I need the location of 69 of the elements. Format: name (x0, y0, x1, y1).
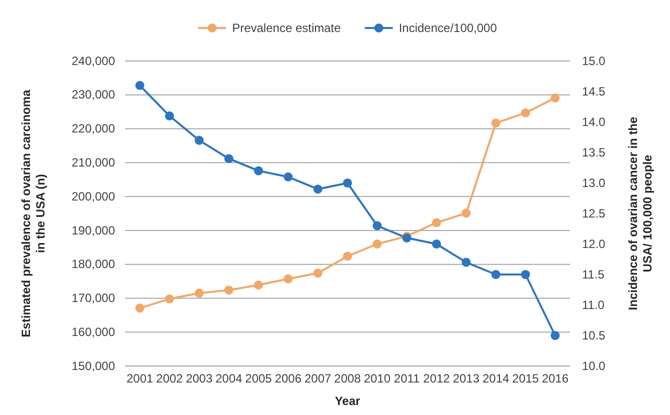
point (313, 268, 322, 278)
x-tick-label: 2003 (186, 372, 213, 386)
point (313, 184, 322, 194)
point (372, 239, 382, 249)
y-tick-label: 210,000 (72, 156, 116, 170)
y-tick-label: 180,000 (72, 257, 116, 272)
y2-axis-title: Incidence of ovarian cancer in the USA/ 100,000 people (626, 116, 654, 310)
y-tick-label: 240,000 (72, 54, 116, 68)
y-tick-label: 230,000 (72, 88, 116, 102)
x-tick-label: 2007 (304, 372, 332, 386)
point (372, 221, 382, 230)
x-tick-label: 2004 (215, 372, 243, 386)
point (224, 286, 234, 295)
x-tick-label: 2013 (452, 372, 480, 386)
point (254, 166, 264, 176)
point (432, 239, 442, 249)
y2-tick-label: 10.0 (582, 358, 606, 373)
point (342, 178, 352, 188)
point (462, 208, 471, 218)
point (164, 111, 174, 120)
x-tick-label: 2010 (364, 372, 391, 386)
y-tick-label: 150,000 (72, 358, 116, 373)
point (194, 136, 204, 145)
x-tick-label: 2014 (482, 372, 510, 386)
point (342, 252, 352, 261)
x-tick-label: 2015 (512, 372, 540, 386)
x-tick-label: 2006 (274, 372, 302, 386)
point (550, 93, 560, 102)
y-axis-title: Estimated prevalence of ovarian carcinoma in the USA (n) (19, 89, 48, 338)
point (491, 118, 500, 128)
y2-tick-label: 12.0 (582, 236, 606, 251)
point (550, 330, 560, 340)
point (284, 274, 293, 284)
x-tick-label: 2012 (423, 372, 450, 386)
y2-tick-label: 10.5 (582, 328, 606, 342)
y2-tick-label: 11.5 (582, 267, 605, 282)
y-tick-label: 190,000 (72, 223, 116, 238)
y-tick-label: 220,000 (72, 122, 116, 136)
legend-label: Prevalence estimate (232, 21, 342, 35)
point (224, 154, 234, 164)
point (520, 270, 530, 280)
x-axis-title: Year (334, 394, 361, 408)
y2-tick-label: 14.0 (582, 114, 606, 129)
point (254, 280, 264, 290)
point (194, 288, 204, 298)
y2-tick-label: 15.0 (582, 54, 606, 68)
y-tick-label: 160,000 (72, 324, 116, 339)
x-tick-label: 2001 (126, 372, 154, 386)
point (135, 80, 144, 90)
y-tick-label: 170,000 (72, 291, 116, 306)
y2-tick-label: 11.0 (582, 298, 605, 312)
y2-tick-label: 12.5 (582, 206, 606, 220)
point (432, 218, 442, 228)
x-tick-label: 2016 (542, 372, 569, 386)
legend-label: Incidence/100,000 (398, 21, 498, 35)
y-tick-label: 200,000 (72, 189, 116, 204)
point (164, 294, 174, 304)
x-tick-label: 2002 (156, 372, 184, 386)
point (491, 270, 500, 280)
point (520, 108, 530, 118)
x-tick-label: 2008 (334, 372, 362, 386)
x-tick-label: 2005 (245, 372, 272, 386)
y2-tick-label: 13.0 (582, 176, 606, 190)
point (284, 172, 293, 182)
x-tick-label: 2011 (394, 372, 420, 386)
point (462, 258, 471, 267)
point (135, 304, 144, 313)
y2-tick-label: 14.5 (582, 84, 606, 98)
y2-tick-label: 13.5 (582, 145, 606, 160)
